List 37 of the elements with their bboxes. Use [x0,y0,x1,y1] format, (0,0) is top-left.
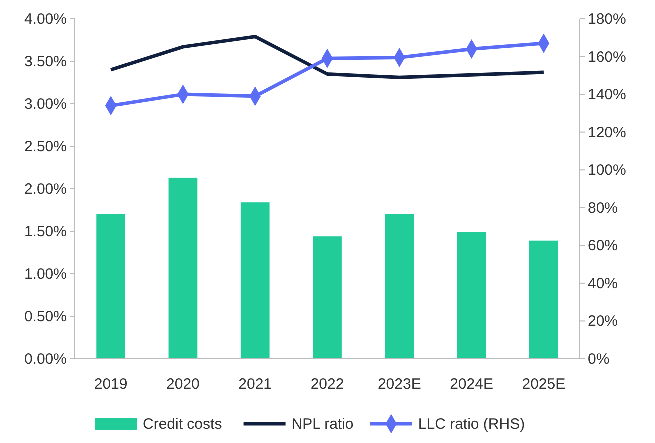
bar [457,232,486,359]
y-tick-label: 2.00% [24,181,67,198]
x-tick-label: 2024E [450,376,494,393]
legend-label: NPL ratio [292,416,354,433]
y2-tick-label: 60% [588,238,618,255]
x-tick-label: 2020 [166,376,200,393]
y2-tick-label: 20% [588,313,618,330]
legend-label: Credit costs [143,416,222,433]
y-tick-label: 1.00% [24,266,67,283]
x-tick-label: 2019 [94,376,128,393]
line-series [109,35,546,80]
x-tick-label: 2023E [378,376,422,393]
y-tick-label: 0.00% [24,351,67,368]
y2-tick-label: 100% [588,162,626,180]
y-tick-label: 3.50% [24,54,67,70]
y-tick-label: 1.50% [24,224,67,240]
y2-tick-label: 80% [588,200,618,217]
y-tick-label: 4.00% [24,11,67,28]
x-tick-label: 2022 [310,376,344,393]
bar [530,240,558,359]
y-tick-label: 3.00% [24,96,67,113]
bar [240,202,270,359]
bar [313,236,342,359]
y2-tick-label: 160% [588,48,626,66]
y2-tick-label: 180% [588,11,626,28]
y-tick-label: 2.50% [24,138,67,156]
y2-tick-label: 140% [588,86,626,104]
x-tick-label: 2025E [522,376,566,393]
bar [385,214,414,359]
y2-tick-label: 0% [588,351,610,368]
y2-tick-label: 120% [588,124,626,142]
bar [168,178,198,359]
y-tick-label: 0.50% [24,308,67,326]
x-tick-label: 2021 [238,376,272,393]
bar [96,214,126,359]
legend-label: LLC ratio (RHS) [418,416,526,433]
y2-tick-label: 40% [588,275,618,292]
